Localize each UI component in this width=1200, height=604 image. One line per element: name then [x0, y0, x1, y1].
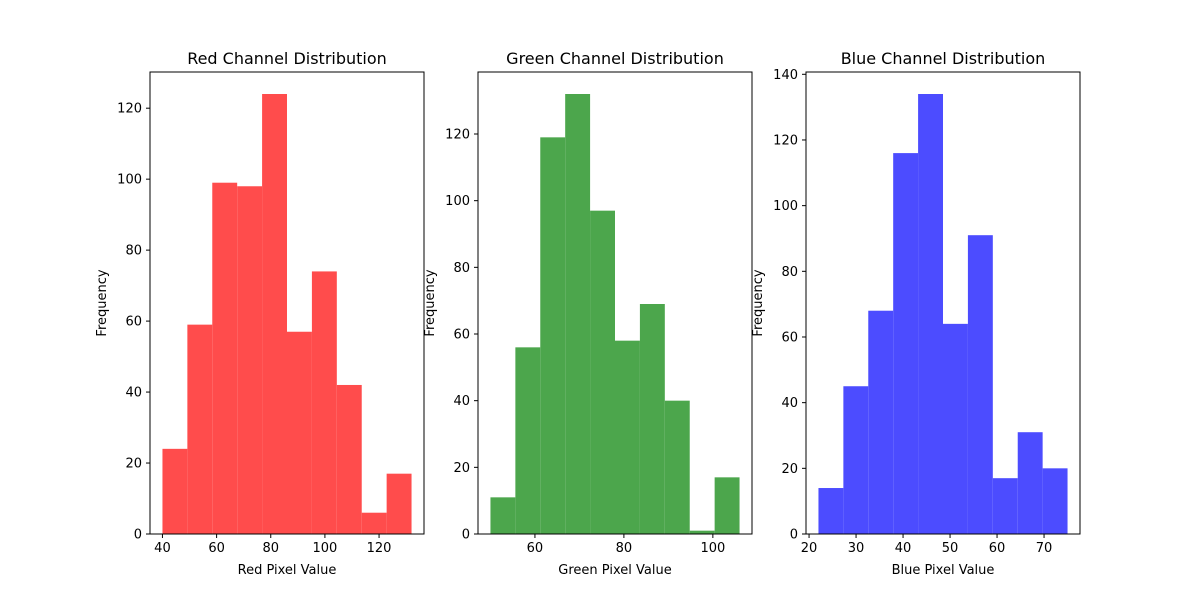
- x-tick-label: 40: [154, 541, 171, 556]
- histogram-bar: [311, 271, 337, 534]
- histogram-bar: [818, 488, 844, 534]
- x-tick-label: 20: [801, 541, 818, 556]
- chart-title: Blue Channel Distribution: [841, 49, 1046, 68]
- y-tick-label: 60: [125, 315, 142, 330]
- histogram-bar: [540, 137, 566, 535]
- histogram-bar: [187, 324, 213, 534]
- x-tick-label: 60: [989, 541, 1006, 556]
- histogram-bar: [1042, 468, 1068, 534]
- y-tick-label: 60: [453, 328, 470, 343]
- chart-title: Red Channel Distribution: [187, 49, 387, 68]
- x-tick-label: 100: [700, 541, 725, 556]
- x-tick-label: 80: [262, 541, 279, 556]
- x-tick-label: 30: [848, 541, 865, 556]
- y-tick-label: 80: [125, 244, 142, 259]
- x-tick-label: 40: [895, 541, 912, 556]
- histogram-bar: [893, 153, 919, 534]
- histogram-bar: [386, 473, 412, 534]
- subplot-blue: Blue Channel Distribution Blue Pixel Val…: [751, 49, 1081, 578]
- histogram-bar: [615, 340, 640, 534]
- y-tick-label: 120: [445, 128, 470, 143]
- histogram-bar: [689, 530, 715, 534]
- y-tick-label: 0: [790, 528, 798, 543]
- histogram-bar: [162, 448, 188, 534]
- x-tick-label: 70: [1036, 541, 1053, 556]
- histogram-bar: [515, 347, 541, 534]
- y-tick-label: 60: [781, 330, 798, 345]
- y-tick-label: 0: [462, 528, 470, 543]
- x-axis-label: Red Pixel Value: [238, 563, 337, 578]
- y-tick-label: 100: [445, 194, 470, 209]
- histogram-bar: [490, 497, 516, 534]
- y-axis-label: Frequency: [751, 269, 766, 336]
- x-axis-label: Blue Pixel Value: [892, 563, 995, 578]
- axes-frame: [477, 71, 753, 535]
- y-tick-label: 20: [125, 457, 142, 472]
- histogram-bar: [336, 384, 362, 534]
- y-tick-label: 20: [453, 461, 470, 476]
- y-tick-label: 100: [773, 199, 798, 214]
- y-tick-label: 140: [773, 68, 798, 83]
- axes-frame: [149, 71, 425, 535]
- histogram-bar: [565, 94, 591, 534]
- histogram-bar: [714, 477, 740, 534]
- y-axis-label: Frequency: [95, 269, 110, 336]
- subplot-green: Green Channel Distribution Green Pixel V…: [423, 49, 753, 578]
- y-tick-label: 20: [781, 462, 798, 477]
- y-tick-label: 80: [781, 265, 798, 280]
- y-tick-label: 100: [117, 173, 142, 188]
- histogram-bar: [262, 94, 287, 534]
- histogram-bar: [967, 235, 993, 534]
- x-tick-label: 120: [367, 541, 392, 556]
- y-tick-label: 40: [125, 386, 142, 401]
- subplot-red: Red Channel Distribution Red Pixel Value…: [95, 49, 425, 578]
- histogram-bar: [664, 400, 690, 534]
- chart-title: Green Channel Distribution: [506, 49, 724, 68]
- histogram-bar: [1017, 432, 1043, 534]
- y-tick-label: 0: [134, 528, 142, 543]
- y-tick-label: 40: [453, 394, 470, 409]
- histogram-bar: [639, 304, 665, 534]
- histogram-bar: [843, 386, 869, 534]
- x-tick-label: 60: [527, 541, 544, 556]
- histogram-bar: [212, 182, 238, 535]
- x-tick-label: 50: [942, 541, 959, 556]
- x-tick-label: 80: [616, 541, 633, 556]
- x-axis-label: Green Pixel Value: [558, 563, 671, 578]
- x-tick-label: 60: [208, 541, 225, 556]
- y-tick-label: 80: [453, 261, 470, 276]
- histogram-bar: [943, 323, 968, 534]
- histogram-bar: [918, 94, 943, 534]
- y-tick-label: 40: [781, 396, 798, 411]
- histogram-bar: [590, 210, 615, 534]
- histogram-bar: [287, 331, 312, 534]
- y-tick-label: 120: [773, 133, 798, 148]
- x-tick-label: 100: [312, 541, 337, 556]
- histogram-bar: [868, 310, 894, 534]
- histogram-bar: [237, 186, 263, 535]
- histogram-bar: [992, 478, 1018, 534]
- y-tick-label: 120: [117, 102, 142, 117]
- y-axis-label: Frequency: [423, 269, 438, 336]
- axes-frame: [805, 71, 1081, 535]
- histogram-bar: [361, 512, 387, 534]
